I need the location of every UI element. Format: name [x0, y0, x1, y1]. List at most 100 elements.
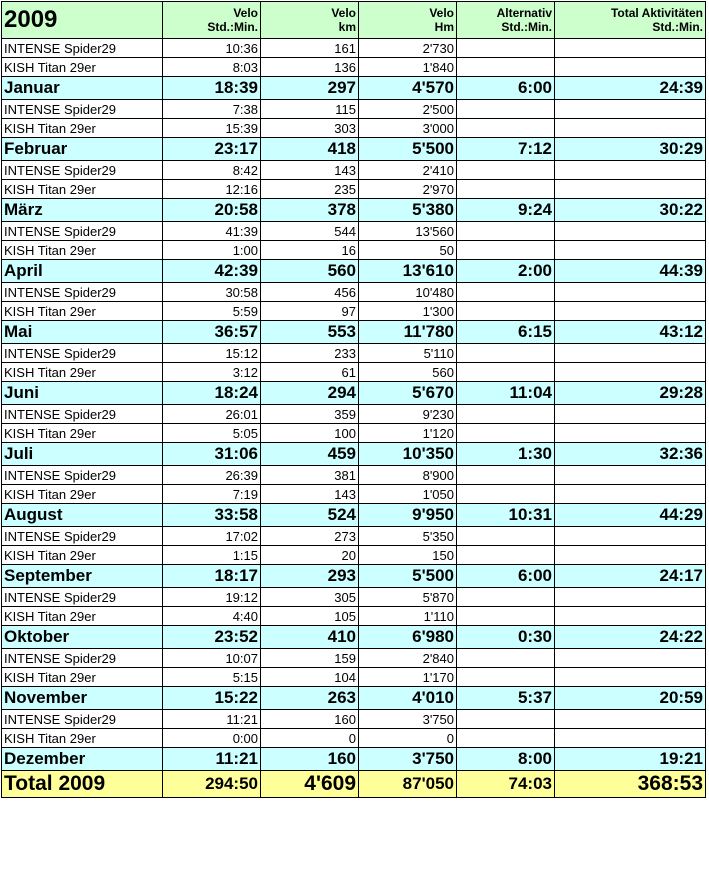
km-cell[interactable]: 100 [260, 423, 359, 443]
hm-cell[interactable]: 50 [358, 240, 457, 260]
total-cell[interactable]: 29:28 [554, 381, 706, 405]
total-cell[interactable]: 24:17 [554, 564, 706, 588]
alt-cell[interactable] [456, 484, 555, 504]
time-cell[interactable]: 18:39 [162, 76, 261, 100]
label-cell[interactable]: April [1, 259, 163, 283]
time-cell[interactable]: 15:39 [162, 118, 261, 138]
hm-cell[interactable]: 5'500 [358, 564, 457, 588]
km-cell[interactable]: 97 [260, 301, 359, 321]
time-cell[interactable]: 8:03 [162, 57, 261, 77]
hm-cell[interactable]: 4'010 [358, 686, 457, 710]
alt-cell[interactable]: 5:37 [456, 686, 555, 710]
alt-cell[interactable] [456, 648, 555, 668]
time-cell[interactable]: 0:00 [162, 728, 261, 748]
alt-cell[interactable] [456, 587, 555, 607]
alt-cell[interactable] [456, 221, 555, 241]
time-cell[interactable]: 23:52 [162, 625, 261, 649]
km-cell[interactable]: 16 [260, 240, 359, 260]
km-cell[interactable]: 456 [260, 282, 359, 302]
alt-cell[interactable]: 0:30 [456, 625, 555, 649]
alt-cell[interactable]: 8:00 [456, 747, 555, 771]
label-cell[interactable]: INTENSE Spider29 [1, 38, 163, 58]
label-cell[interactable]: INTENSE Spider29 [1, 465, 163, 485]
label-cell[interactable]: Dezember [1, 747, 163, 771]
km-cell[interactable]: 263 [260, 686, 359, 710]
alt-cell[interactable] [456, 160, 555, 180]
km-cell[interactable]: 459 [260, 442, 359, 466]
total-cell[interactable]: 24:22 [554, 625, 706, 649]
total-hm-cell[interactable]: 87'050 [358, 770, 457, 798]
hm-cell[interactable]: 1'120 [358, 423, 457, 443]
km-cell[interactable]: 143 [260, 484, 359, 504]
total-cell[interactable] [554, 484, 706, 504]
hm-cell[interactable]: 8'900 [358, 465, 457, 485]
hm-cell[interactable]: 2'970 [358, 179, 457, 199]
km-cell[interactable]: 105 [260, 606, 359, 626]
total-cell[interactable] [554, 526, 706, 546]
hm-cell[interactable]: 3'750 [358, 709, 457, 729]
hm-cell[interactable]: 5'870 [358, 587, 457, 607]
header-velo-time[interactable]: Velo Std.:Min. [162, 1, 261, 39]
time-cell[interactable]: 10:36 [162, 38, 261, 58]
time-cell[interactable]: 26:39 [162, 465, 261, 485]
time-cell[interactable]: 30:58 [162, 282, 261, 302]
year-cell[interactable]: 2009 [1, 1, 163, 39]
hm-cell[interactable]: 0 [358, 728, 457, 748]
time-cell[interactable]: 8:42 [162, 160, 261, 180]
km-cell[interactable]: 136 [260, 57, 359, 77]
total-total-cell[interactable]: 368:53 [554, 770, 706, 798]
time-cell[interactable]: 15:22 [162, 686, 261, 710]
time-cell[interactable]: 1:00 [162, 240, 261, 260]
total-alt-cell[interactable]: 74:03 [456, 770, 555, 798]
km-cell[interactable]: 104 [260, 667, 359, 687]
time-cell[interactable]: 5:05 [162, 423, 261, 443]
label-cell[interactable]: KISH Titan 29er [1, 606, 163, 626]
time-cell[interactable]: 1:15 [162, 545, 261, 565]
time-cell[interactable]: 5:15 [162, 667, 261, 687]
alt-cell[interactable] [456, 526, 555, 546]
total-cell[interactable]: 44:29 [554, 503, 706, 527]
time-cell[interactable]: 7:38 [162, 99, 261, 119]
header-velo-hm[interactable]: Velo Hm [358, 1, 457, 39]
label-cell[interactable]: KISH Titan 29er [1, 301, 163, 321]
label-cell[interactable]: September [1, 564, 163, 588]
total-cell[interactable] [554, 648, 706, 668]
km-cell[interactable]: 273 [260, 526, 359, 546]
total-cell[interactable] [554, 667, 706, 687]
alt-cell[interactable] [456, 423, 555, 443]
hm-cell[interactable]: 6'980 [358, 625, 457, 649]
hm-cell[interactable]: 1'170 [358, 667, 457, 687]
label-cell[interactable]: Februar [1, 137, 163, 161]
hm-cell[interactable]: 4'570 [358, 76, 457, 100]
alt-cell[interactable]: 6:00 [456, 564, 555, 588]
label-cell[interactable]: INTENSE Spider29 [1, 587, 163, 607]
hm-cell[interactable]: 9'950 [358, 503, 457, 527]
time-cell[interactable]: 23:17 [162, 137, 261, 161]
km-cell[interactable]: 0 [260, 728, 359, 748]
alt-cell[interactable]: 6:15 [456, 320, 555, 344]
total-cell[interactable] [554, 606, 706, 626]
total-cell[interactable] [554, 587, 706, 607]
hm-cell[interactable]: 3'750 [358, 747, 457, 771]
total-cell[interactable] [554, 99, 706, 119]
alt-cell[interactable] [456, 728, 555, 748]
label-cell[interactable]: KISH Titan 29er [1, 179, 163, 199]
hm-cell[interactable]: 1'300 [358, 301, 457, 321]
label-cell[interactable]: INTENSE Spider29 [1, 99, 163, 119]
total-cell[interactable]: 43:12 [554, 320, 706, 344]
hm-cell[interactable]: 9'230 [358, 404, 457, 424]
alt-cell[interactable] [456, 709, 555, 729]
time-cell[interactable]: 4:40 [162, 606, 261, 626]
total-label-cell[interactable]: Total 2009 [1, 770, 163, 798]
km-cell[interactable]: 381 [260, 465, 359, 485]
label-cell[interactable]: KISH Titan 29er [1, 545, 163, 565]
label-cell[interactable]: Januar [1, 76, 163, 100]
hm-cell[interactable]: 560 [358, 362, 457, 382]
km-cell[interactable]: 61 [260, 362, 359, 382]
alt-cell[interactable] [456, 118, 555, 138]
hm-cell[interactable]: 150 [358, 545, 457, 565]
km-cell[interactable]: 544 [260, 221, 359, 241]
alt-cell[interactable]: 9:24 [456, 198, 555, 222]
hm-cell[interactable]: 10'350 [358, 442, 457, 466]
hm-cell[interactable]: 2'500 [358, 99, 457, 119]
